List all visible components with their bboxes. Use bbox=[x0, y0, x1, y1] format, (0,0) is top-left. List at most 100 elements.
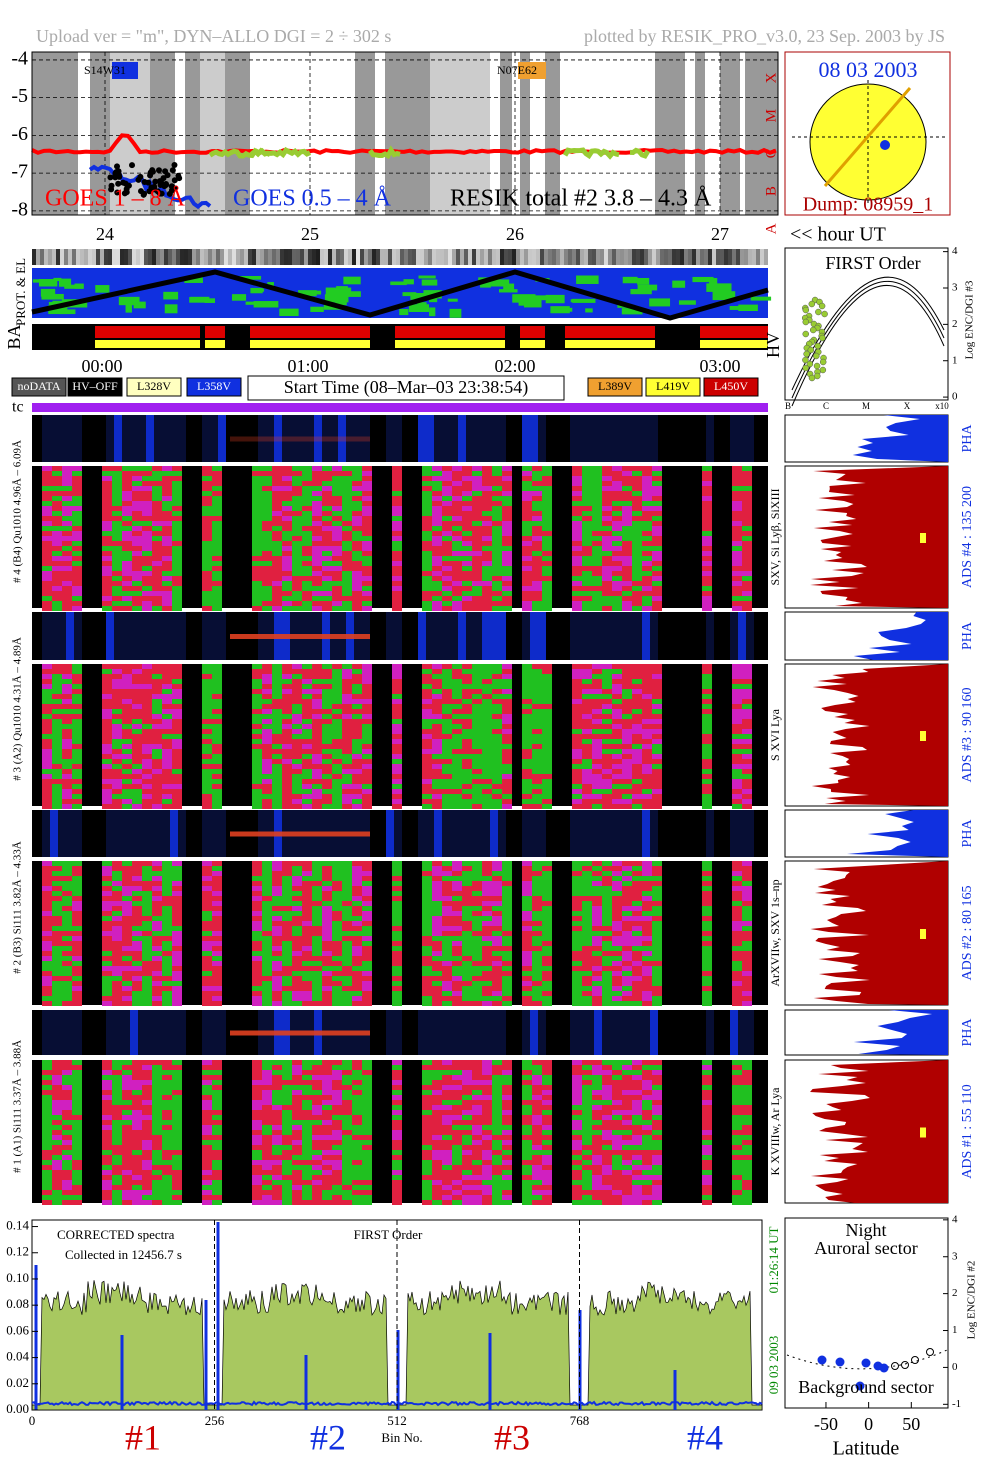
ads-cell bbox=[572, 466, 582, 471]
ads-cell bbox=[462, 541, 472, 546]
ads-cell bbox=[62, 764, 72, 769]
ads-cell bbox=[392, 491, 402, 496]
ads-cell bbox=[262, 551, 272, 556]
ads-cell bbox=[292, 526, 302, 531]
ads-cell bbox=[102, 516, 112, 521]
ads-cell bbox=[52, 956, 62, 961]
ads-cell bbox=[492, 581, 502, 586]
ads-cell bbox=[172, 669, 182, 674]
ads-cell bbox=[572, 789, 582, 794]
ads-cell bbox=[652, 571, 662, 576]
ads-cell bbox=[542, 684, 552, 689]
ads-cell bbox=[572, 511, 582, 516]
ads-cell bbox=[702, 694, 712, 699]
ads-cell bbox=[502, 699, 512, 704]
ads-cell bbox=[332, 566, 342, 571]
ads-cell bbox=[282, 1001, 292, 1006]
ads-cell bbox=[422, 491, 432, 496]
ads-cell bbox=[522, 521, 532, 526]
pha-cell bbox=[162, 612, 170, 660]
ads-cell bbox=[72, 556, 82, 561]
ads-cell bbox=[302, 896, 312, 901]
hv-point bbox=[802, 318, 810, 326]
ads-cell bbox=[282, 606, 292, 611]
ads-cell bbox=[132, 774, 142, 779]
ads-cell bbox=[482, 946, 492, 951]
ads-cell bbox=[742, 516, 752, 521]
ads-cell bbox=[212, 961, 222, 966]
ads-cell bbox=[452, 576, 462, 581]
ads-cell bbox=[702, 471, 712, 476]
ads-cell bbox=[622, 729, 632, 734]
ads-cell bbox=[282, 591, 292, 596]
ads-cell bbox=[252, 734, 262, 739]
strip-cell bbox=[268, 249, 272, 265]
ads-cell bbox=[212, 684, 222, 689]
ads-cell bbox=[52, 996, 62, 1001]
ads-cell bbox=[482, 541, 492, 546]
ads-cell bbox=[532, 576, 542, 581]
ads-cell bbox=[632, 779, 642, 784]
ads-cell bbox=[472, 576, 482, 581]
ads-cell bbox=[102, 779, 112, 784]
ads-cell bbox=[282, 481, 292, 486]
ads-cell bbox=[162, 709, 172, 714]
ads-cell bbox=[132, 679, 142, 684]
prot-green bbox=[585, 308, 593, 313]
ads-cell bbox=[442, 576, 452, 581]
ads-cell bbox=[592, 679, 602, 684]
ads-cell bbox=[272, 961, 282, 966]
ads-cell bbox=[342, 861, 352, 866]
ads-cell bbox=[532, 996, 542, 1001]
ads-cell bbox=[212, 664, 222, 669]
ads-cell bbox=[622, 871, 632, 876]
ads-cell bbox=[472, 581, 482, 586]
ads-cell bbox=[702, 591, 712, 596]
pha-cell bbox=[738, 612, 746, 660]
ads-cell bbox=[282, 871, 292, 876]
ads-cell bbox=[252, 996, 262, 1001]
ads-cell bbox=[642, 784, 652, 789]
ads-cell bbox=[272, 491, 282, 496]
ads-cell bbox=[592, 744, 602, 749]
ads-cell bbox=[632, 774, 642, 779]
ads-cell bbox=[52, 881, 62, 886]
night-band bbox=[355, 52, 375, 215]
ads-cell bbox=[162, 501, 172, 506]
ads-cell bbox=[732, 596, 742, 601]
ads-cell bbox=[302, 669, 312, 674]
ads-cell bbox=[362, 531, 372, 536]
ads-cell bbox=[202, 961, 212, 966]
ads-cell bbox=[492, 546, 502, 551]
ads-cell bbox=[62, 961, 72, 966]
ads-cell bbox=[292, 606, 302, 611]
ads-cell bbox=[582, 739, 592, 744]
ads-cell bbox=[102, 881, 112, 886]
ads-cell bbox=[132, 486, 142, 491]
ads-cell bbox=[462, 966, 472, 971]
ads-cell bbox=[292, 576, 302, 581]
ads-cell bbox=[472, 481, 482, 486]
ads-cell bbox=[532, 754, 542, 759]
strip-cell bbox=[144, 249, 148, 265]
ads-cell bbox=[492, 916, 502, 921]
ads-cell bbox=[572, 946, 582, 951]
ads-cell bbox=[62, 546, 72, 551]
ads-cell bbox=[42, 556, 52, 561]
ads-cell bbox=[442, 744, 452, 749]
ads-cell bbox=[432, 684, 442, 689]
ads-cell bbox=[252, 896, 262, 901]
ads-cell bbox=[742, 581, 752, 586]
strip-cell bbox=[364, 249, 368, 265]
ads-cell bbox=[282, 881, 292, 886]
pha-cell bbox=[618, 415, 626, 462]
ads-cell bbox=[612, 886, 622, 891]
ads-cell bbox=[532, 971, 542, 976]
ads-cell bbox=[272, 679, 282, 684]
ads-cell bbox=[302, 946, 312, 951]
ads-cell bbox=[582, 531, 592, 536]
ads-cell bbox=[442, 536, 452, 541]
ads-cell bbox=[312, 679, 322, 684]
ads-cell bbox=[462, 551, 472, 556]
ads-cell bbox=[702, 606, 712, 611]
